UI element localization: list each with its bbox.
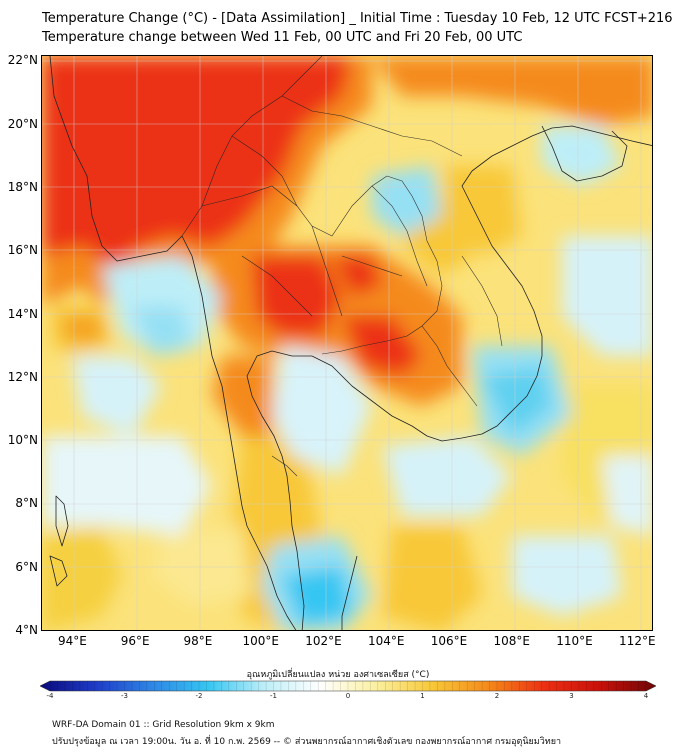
lon-tick-label: 112°E [619, 634, 656, 648]
graticule [42, 56, 652, 630]
colorbar-tick-label: 3 [569, 692, 574, 700]
colorbar-tick-label: -1 [270, 692, 277, 700]
lat-tick-label: 8°N [15, 496, 38, 511]
country-borders [181, 56, 503, 477]
lat-tick-label: 14°N [7, 306, 38, 321]
lat-tick-label: 6°N [15, 559, 38, 574]
lat-tick-label: 16°N [7, 243, 38, 258]
lat-tick-label: 22°N [7, 53, 38, 68]
colorbar-tick-label: 0 [345, 692, 351, 700]
temperature-change-map [41, 55, 653, 631]
colorbar-tick-label: -2 [195, 692, 203, 700]
lon-tick-label: 94°E [57, 634, 87, 648]
colorbar [40, 680, 656, 692]
lon-tick-label: 110°E [556, 634, 593, 648]
lat-tick-label: 20°N [7, 116, 38, 131]
temperature-field [42, 56, 652, 630]
lat-tick-label: 12°N [7, 369, 38, 384]
colorbar-tick-label: -4 [46, 692, 54, 700]
coastlines [49, 56, 652, 630]
colorbar-gradient [40, 680, 656, 692]
colorbar-title: อุณหภูมิเปลี่ยนแปลง หน่วย องศาเซลเซียส (… [246, 670, 430, 680]
footer-model-info: WRF-DA Domain 01 :: Grid Resolution 9km … [52, 720, 275, 730]
map-subtitle: Temperature change between Wed 11 Feb, 0… [42, 30, 523, 45]
map-title: Temperature Change (°C) - [Data Assimila… [42, 11, 673, 26]
lon-tick-label: 102°E [305, 634, 342, 648]
lon-tick-label: 96°E [120, 634, 150, 648]
lon-tick-label: 100°E [242, 634, 279, 648]
colorbar-tick-label: 4 [643, 692, 649, 700]
footer-credit: ปรับปรุงข้อมูล ณ เวลา 19:00น. วัน อ. ที่… [52, 737, 562, 747]
lon-tick-label: 108°E [493, 634, 531, 648]
colorbar-tick-label: -3 [121, 692, 128, 700]
lon-tick-label: 104°E [367, 634, 405, 648]
lon-tick-label: 98°E [183, 634, 213, 648]
colorbar-tick-label: 2 [494, 692, 500, 700]
lon-tick-label: 106°E [430, 634, 468, 648]
lat-tick-label: 18°N [7, 179, 38, 194]
map-canvas [42, 56, 652, 630]
colorbar-tick-label: 1 [420, 692, 425, 700]
lat-tick-label: 10°N [7, 433, 38, 448]
lat-tick-label: 4°N [15, 623, 38, 637]
